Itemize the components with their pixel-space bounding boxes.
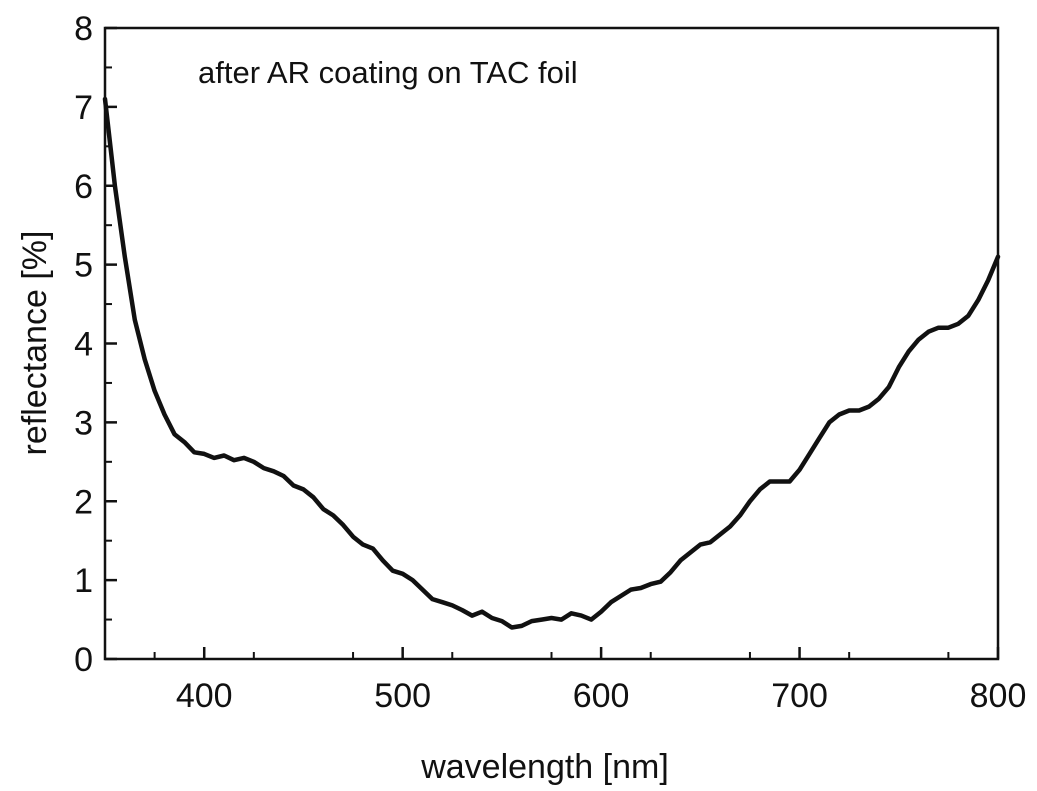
y-tick-label: 0 xyxy=(74,641,93,679)
y-tick-labels: 0 1 2 3 4 5 6 7 8 xyxy=(74,10,93,679)
annotation-text: after AR coating on TAC foil xyxy=(198,55,578,90)
x-tick-label: 800 xyxy=(970,677,1027,715)
x-tick-label: 700 xyxy=(771,677,828,715)
y-tick-label: 1 xyxy=(74,562,93,600)
y-axis-label: reflectance [%] xyxy=(16,231,54,456)
y-tick-label: 6 xyxy=(74,168,93,206)
y-tick-label: 8 xyxy=(74,10,93,48)
y-tick-label: 5 xyxy=(74,247,93,285)
y-tick-label: 7 xyxy=(74,89,93,127)
reflectance-curve xyxy=(102,96,1001,630)
plot-frame xyxy=(103,26,1000,661)
y-tick-label: 2 xyxy=(74,483,93,521)
y-tick-label: 3 xyxy=(74,404,93,442)
x-axis-label: wavelength [nm] xyxy=(420,748,669,786)
axis-ticks xyxy=(105,26,1000,661)
x-tick-label: 500 xyxy=(374,677,431,715)
x-tick-label: 400 xyxy=(176,677,233,715)
y-tick-label: 4 xyxy=(74,326,93,364)
x-tick-labels: 400 500 600 700 800 xyxy=(176,677,1027,715)
x-tick-label: 600 xyxy=(573,677,630,715)
